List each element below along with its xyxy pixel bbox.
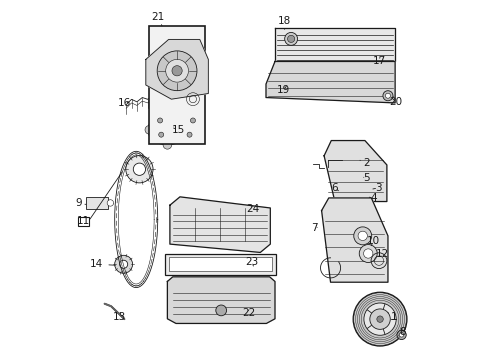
Text: 15: 15 [171,125,184,135]
Circle shape [186,132,192,137]
Polygon shape [321,198,387,282]
Text: 10: 10 [366,236,379,246]
Text: 1: 1 [387,312,397,322]
Text: 14: 14 [90,259,115,269]
Bar [78,217,88,226]
Text: 9: 9 [75,198,86,208]
Circle shape [376,316,383,322]
Circle shape [165,59,188,82]
Polygon shape [274,28,394,62]
Text: 11: 11 [77,216,90,226]
Text: 24: 24 [245,204,259,215]
Text: 3: 3 [372,183,381,193]
Circle shape [120,260,127,268]
Text: 21: 21 [151,12,164,26]
Polygon shape [145,40,208,99]
Bar [164,253,276,275]
Circle shape [157,118,163,123]
Circle shape [157,51,197,91]
Bar [169,257,271,271]
Circle shape [172,66,182,76]
Circle shape [159,132,163,137]
Bar [148,26,205,144]
Circle shape [353,227,371,245]
Circle shape [163,140,171,149]
Circle shape [352,292,406,346]
Circle shape [215,305,226,316]
Text: 5: 5 [363,173,369,183]
Circle shape [369,309,389,329]
Polygon shape [324,140,386,202]
Circle shape [125,156,153,183]
Circle shape [359,244,376,262]
Polygon shape [167,277,274,323]
Text: 2: 2 [359,158,369,168]
Polygon shape [265,62,394,103]
Circle shape [133,163,145,175]
Text: 18: 18 [277,17,290,30]
Polygon shape [169,197,270,252]
Circle shape [163,126,171,134]
Text: 16: 16 [118,98,131,108]
Text: 17: 17 [371,56,385,66]
Circle shape [181,126,189,134]
Text: 20: 20 [388,97,402,107]
Circle shape [107,200,113,206]
Circle shape [190,118,195,123]
Circle shape [385,93,389,98]
Circle shape [396,330,406,339]
Circle shape [382,91,392,101]
Circle shape [399,333,403,337]
Text: 4: 4 [368,193,376,203]
Bar [86,197,108,209]
Circle shape [159,122,175,138]
Circle shape [163,111,171,119]
Polygon shape [147,115,186,145]
Text: 6: 6 [331,183,338,193]
Text: 13: 13 [113,312,126,322]
Text: 12: 12 [375,248,388,258]
Text: 23: 23 [244,257,258,267]
Circle shape [115,255,132,273]
Circle shape [357,231,366,240]
Circle shape [287,35,294,42]
Circle shape [145,126,153,134]
Text: 22: 22 [242,309,255,318]
Text: 7: 7 [310,224,317,233]
Text: 19: 19 [276,85,289,95]
Text: 8: 8 [399,327,406,337]
Circle shape [363,249,372,258]
Circle shape [363,303,395,335]
Circle shape [284,32,297,45]
